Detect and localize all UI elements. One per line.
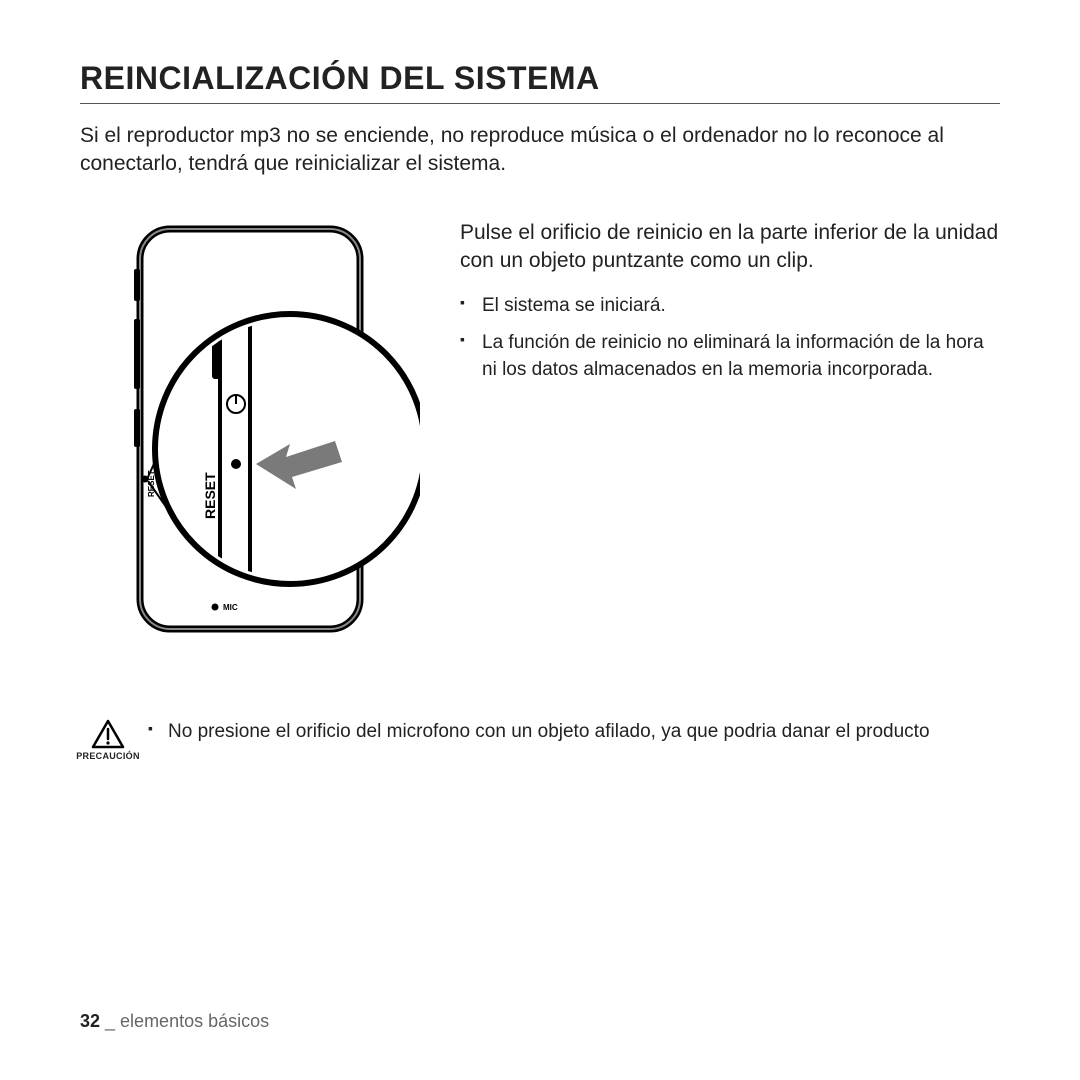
instruction-column: Pulse el orificio de reinicio en la part… (460, 219, 1000, 393)
list-item: La función de reinicio no eliminará la i… (460, 330, 1000, 383)
caution-text: No presione el orificio del microfono co… (148, 719, 930, 746)
footer-section: elementos básicos (120, 1011, 269, 1031)
bullet-list: El sistema se iniciará. La función de re… (460, 293, 1000, 383)
footer-separator: _ (100, 1011, 120, 1031)
intro-text: Si el reproductor mp3 no se enciende, no… (80, 122, 1000, 179)
mic-label: MIC (223, 603, 238, 612)
caution-label: PRECAUCIÓN (76, 751, 140, 761)
list-item: El sistema se iniciará. (460, 293, 1000, 320)
caution-icon-wrap: PRECAUCIÓN (80, 719, 136, 761)
warning-icon (91, 719, 125, 749)
main-content-row: RESET MIC (80, 219, 1000, 659)
instruction-text: Pulse el orificio de reinicio en la part… (460, 219, 1000, 276)
device-illustration: RESET MIC (80, 219, 420, 659)
caution-block: PRECAUCIÓN No presione el orificio del m… (80, 719, 1000, 761)
page-number: 32 (80, 1011, 100, 1031)
reset-label-large: RESET (202, 472, 218, 519)
page-footer: 32 _ elementos básicos (80, 1011, 269, 1032)
page-title: REINCIALIZACIÓN DEL SISTEMA (80, 60, 1000, 104)
